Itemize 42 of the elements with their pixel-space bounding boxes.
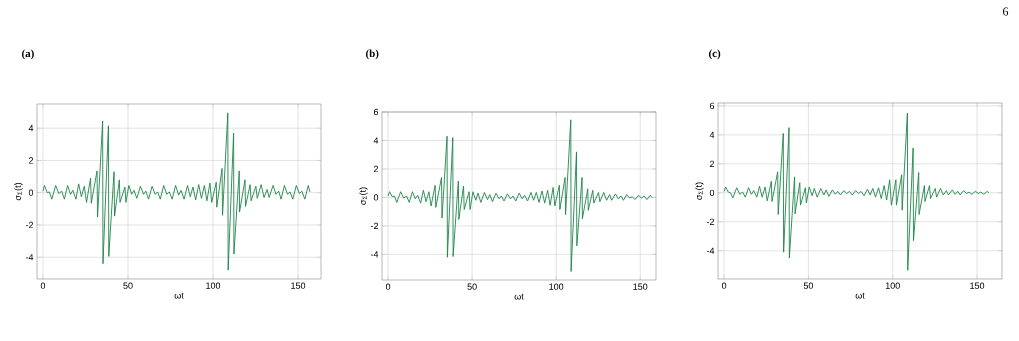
x-axis-title: ωt bbox=[174, 292, 184, 299]
y-tick-label: -2 bbox=[706, 218, 715, 225]
x-tick-label: 150 bbox=[633, 283, 648, 290]
y-tick-label: 4 bbox=[373, 137, 379, 144]
y-tick-label: 2 bbox=[28, 157, 34, 164]
line-series bbox=[42, 112, 311, 271]
y-axis-title: σ$_{Σ}$(t) bbox=[695, 182, 704, 200]
x-tick-label: 0 bbox=[721, 282, 727, 289]
y-axis-title: σ$_{Σ}$(t) bbox=[359, 187, 368, 205]
y-tick-label: -4 bbox=[706, 247, 715, 254]
line-series bbox=[723, 112, 990, 271]
x-tick-label: 100 bbox=[885, 282, 900, 289]
y-tick-label: 6 bbox=[373, 108, 379, 116]
y-tick-label: -4 bbox=[370, 251, 379, 258]
x-tick-label: 50 bbox=[123, 282, 133, 289]
x-tick-label: 150 bbox=[291, 282, 306, 289]
x-axis-title: ωt bbox=[855, 292, 865, 299]
y-tick-label: -2 bbox=[370, 222, 379, 230]
x-axis-title: ωt bbox=[514, 293, 524, 300]
x-tick-label: 0 bbox=[40, 282, 46, 289]
x-tick-label: 50 bbox=[803, 282, 814, 289]
y-tick-label: 0 bbox=[709, 189, 715, 196]
chart-title: (c) bbox=[709, 49, 721, 60]
y-tick-label: -2 bbox=[25, 221, 34, 229]
y-axis-title: σ$_{Σ}$(t) bbox=[14, 182, 23, 201]
y-tick-label: 2 bbox=[709, 160, 715, 167]
x-tick-label: 150 bbox=[970, 282, 985, 289]
chart-title: (a) bbox=[22, 49, 34, 60]
line-series bbox=[387, 119, 653, 272]
y-tick-label: 6 bbox=[709, 102, 715, 110]
y-tick-label: -4 bbox=[25, 254, 34, 261]
x-tick-label: 100 bbox=[549, 283, 564, 290]
y-tick-label: 0 bbox=[373, 194, 379, 201]
y-tick-label: 0 bbox=[28, 189, 34, 196]
y-tick-label: 2 bbox=[373, 165, 379, 173]
chart-title: (b) bbox=[366, 49, 379, 60]
text: 6 bbox=[1003, 7, 1009, 16]
x-tick-label: 50 bbox=[467, 283, 477, 290]
x-tick-label: 0 bbox=[385, 283, 391, 290]
x-tick-label: 100 bbox=[206, 282, 221, 289]
y-tick-label: 4 bbox=[28, 125, 34, 132]
y-tick-label: 4 bbox=[709, 131, 715, 138]
